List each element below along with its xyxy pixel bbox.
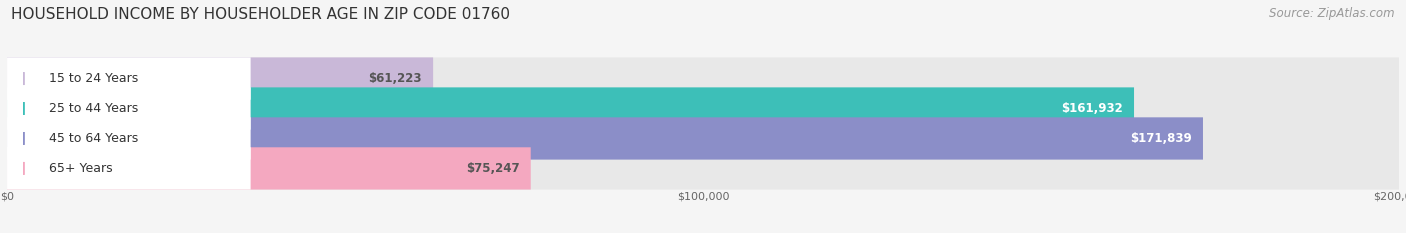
FancyBboxPatch shape (7, 147, 530, 190)
Text: 15 to 24 Years: 15 to 24 Years (49, 72, 138, 85)
FancyBboxPatch shape (7, 57, 250, 100)
Text: Source: ZipAtlas.com: Source: ZipAtlas.com (1270, 7, 1395, 20)
Text: $161,932: $161,932 (1062, 102, 1123, 115)
FancyBboxPatch shape (7, 147, 250, 190)
Text: 45 to 64 Years: 45 to 64 Years (49, 132, 138, 145)
Text: 65+ Years: 65+ Years (49, 162, 112, 175)
Text: $75,247: $75,247 (465, 162, 520, 175)
Text: $171,839: $171,839 (1130, 132, 1192, 145)
FancyBboxPatch shape (7, 87, 250, 130)
FancyBboxPatch shape (7, 147, 1399, 190)
Text: HOUSEHOLD INCOME BY HOUSEHOLDER AGE IN ZIP CODE 01760: HOUSEHOLD INCOME BY HOUSEHOLDER AGE IN Z… (11, 7, 510, 22)
FancyBboxPatch shape (7, 57, 1399, 100)
FancyBboxPatch shape (7, 117, 1204, 160)
Text: $61,223: $61,223 (368, 72, 422, 85)
FancyBboxPatch shape (7, 117, 250, 160)
Text: 25 to 44 Years: 25 to 44 Years (49, 102, 138, 115)
FancyBboxPatch shape (7, 57, 433, 100)
FancyBboxPatch shape (7, 87, 1135, 130)
FancyBboxPatch shape (7, 117, 1399, 160)
FancyBboxPatch shape (7, 87, 1399, 130)
